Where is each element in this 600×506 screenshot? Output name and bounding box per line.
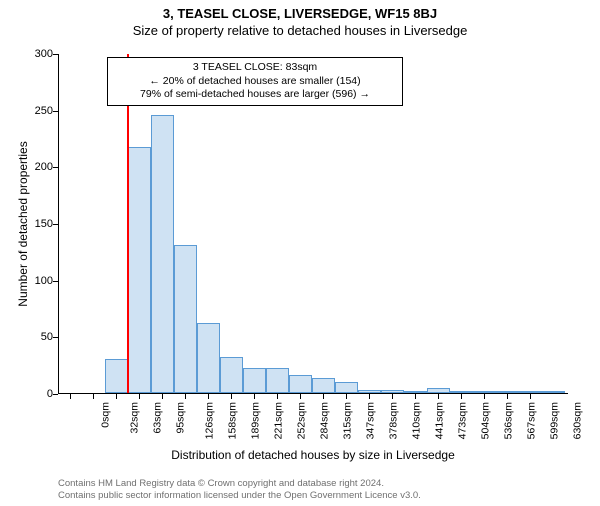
annotation-line2: ← 20% of detached houses are smaller (15… <box>116 75 394 89</box>
x-axis-label: Distribution of detached houses by size … <box>58 448 568 462</box>
y-tick <box>53 394 58 395</box>
x-tick <box>208 394 209 399</box>
histogram-bar <box>174 245 197 393</box>
histogram-bar <box>473 391 496 393</box>
y-tick <box>53 111 58 112</box>
y-tick-label: 0 <box>23 388 53 400</box>
histogram-bar <box>128 147 151 393</box>
x-tick-label: 252sqm <box>295 402 307 439</box>
x-tick <box>93 394 94 399</box>
x-tick <box>530 394 531 399</box>
x-tick-label: 473sqm <box>456 402 468 439</box>
y-tick <box>53 337 58 338</box>
x-tick-label: 63sqm <box>151 402 163 434</box>
histogram-chart: Number of detached properties 3 TEASEL C… <box>58 54 568 394</box>
x-tick-label: 347sqm <box>364 402 376 439</box>
histogram-bar <box>289 375 312 393</box>
histogram-bar <box>266 368 289 393</box>
x-tick-label: 126sqm <box>203 402 215 439</box>
y-tick-label: 100 <box>23 275 53 287</box>
x-tick-label: 410sqm <box>410 402 422 439</box>
annotation-line1: 3 TEASEL CLOSE: 83sqm <box>116 61 394 75</box>
x-tick <box>392 394 393 399</box>
x-tick <box>116 394 117 399</box>
histogram-bar <box>335 382 358 393</box>
annotation-line3: 79% of semi-detached houses are larger (… <box>116 88 394 102</box>
x-tick-label: 378sqm <box>387 402 399 439</box>
x-tick-label: 315sqm <box>341 402 353 439</box>
histogram-bar <box>105 359 128 393</box>
y-tick-label: 300 <box>23 48 53 60</box>
histogram-bar <box>151 115 174 393</box>
x-tick-label: 536sqm <box>502 402 514 439</box>
x-tick <box>507 394 508 399</box>
footer-line2: Contains public sector information licen… <box>58 490 421 502</box>
histogram-bar <box>197 323 220 393</box>
x-tick-label: 441sqm <box>433 402 445 439</box>
histogram-bar <box>404 391 427 393</box>
histogram-bar <box>450 391 473 393</box>
histogram-bar <box>358 390 381 393</box>
x-tick-label: 95sqm <box>174 402 186 434</box>
x-tick-label: 221sqm <box>272 402 284 439</box>
y-tick-label: 150 <box>23 218 53 230</box>
x-tick <box>415 394 416 399</box>
x-tick <box>139 394 140 399</box>
page-title-sub: Size of property relative to detached ho… <box>0 23 600 38</box>
y-tick-label: 50 <box>23 331 53 343</box>
x-tick <box>461 394 462 399</box>
x-tick <box>346 394 347 399</box>
y-tick-label: 200 <box>23 161 53 173</box>
x-tick <box>484 394 485 399</box>
histogram-bar <box>381 390 404 393</box>
x-tick <box>254 394 255 399</box>
histogram-bar <box>220 357 243 393</box>
y-tick <box>53 54 58 55</box>
x-tick-label: 189sqm <box>249 402 261 439</box>
histogram-bar <box>519 391 542 393</box>
x-tick <box>277 394 278 399</box>
y-tick-label: 250 <box>23 105 53 117</box>
x-tick <box>162 394 163 399</box>
x-tick <box>323 394 324 399</box>
x-tick <box>300 394 301 399</box>
x-tick-label: 599sqm <box>548 402 560 439</box>
histogram-bar <box>243 368 266 393</box>
x-tick <box>438 394 439 399</box>
x-tick <box>70 394 71 399</box>
x-tick <box>231 394 232 399</box>
footer-attribution: Contains HM Land Registry data © Crown c… <box>58 478 421 502</box>
x-tick <box>369 394 370 399</box>
plot-area: 3 TEASEL CLOSE: 83sqm ← 20% of detached … <box>58 54 568 394</box>
x-tick-label: 158sqm <box>226 402 238 439</box>
x-tick-label: 32sqm <box>128 402 140 434</box>
x-tick-label: 284sqm <box>318 402 330 439</box>
x-tick <box>185 394 186 399</box>
histogram-bar <box>427 388 450 393</box>
y-tick <box>53 167 58 168</box>
x-tick-label: 504sqm <box>479 402 491 439</box>
y-tick <box>53 281 58 282</box>
y-tick <box>53 224 58 225</box>
annotation-box: 3 TEASEL CLOSE: 83sqm ← 20% of detached … <box>107 57 403 106</box>
histogram-bar <box>496 391 519 393</box>
footer-line1: Contains HM Land Registry data © Crown c… <box>58 478 421 490</box>
histogram-bar <box>542 391 565 393</box>
page-title-address: 3, TEASEL CLOSE, LIVERSEDGE, WF15 8BJ <box>0 6 600 21</box>
x-tick-label: 0sqm <box>99 402 111 428</box>
x-tick-label: 567sqm <box>525 402 537 439</box>
x-tick-label: 630sqm <box>571 402 583 439</box>
histogram-bar <box>312 378 335 393</box>
